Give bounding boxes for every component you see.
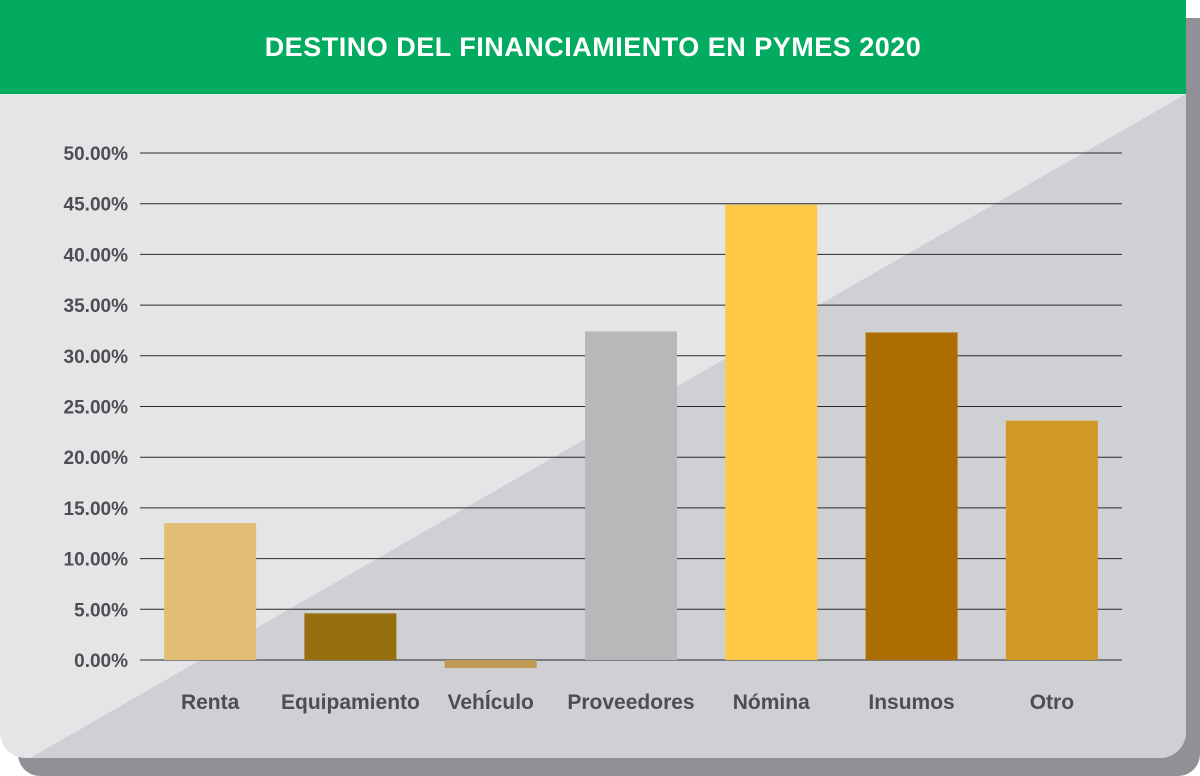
bars	[164, 204, 1098, 669]
y-tick-label: 50.00%	[64, 144, 129, 165]
bar-insumos	[865, 332, 958, 660]
category-label: VehÍculo	[448, 691, 534, 714]
bar-renta	[164, 523, 257, 660]
category-label: Proveedores	[567, 691, 694, 714]
x-axis-categories: Renta Equipamiento VehÍculo Proveedores Nómi…	[181, 691, 1074, 714]
bar-otro	[1005, 420, 1098, 660]
y-tick-label: 15.00%	[64, 499, 129, 520]
category-label: Otro	[1030, 691, 1074, 714]
category-label: Equipamiento	[281, 691, 420, 714]
y-tick-label: 30.00%	[64, 347, 129, 368]
y-tick-label: 0.00%	[74, 651, 128, 672]
y-tick-label: 35.00%	[64, 296, 129, 317]
y-tick-label: 45.00%	[64, 195, 129, 216]
bar-proveedores	[585, 331, 677, 660]
y-tick-label: 20.00%	[64, 448, 129, 469]
category-label: Renta	[181, 691, 240, 714]
y-tick-label: 5.00%	[74, 600, 128, 621]
chart-header: DESTINO DEL FINANCIAMIENTO EN PYMES 2020	[0, 0, 1186, 94]
y-tick-label: 40.00%	[64, 245, 129, 266]
category-label: Nómina	[733, 691, 810, 714]
y-tick-label: 25.00%	[64, 398, 129, 419]
y-tick-label: 10.00%	[64, 550, 129, 571]
bar-vehículo	[444, 660, 537, 669]
y-axis-ticks: 0.00% 5.00% 10.00% 15.00% 20.00% 25.00% 30.00%…	[64, 144, 129, 672]
bar-nómina	[725, 204, 818, 661]
chart-title: DESTINO DEL FINANCIAMIENTO EN PYMES 2020	[264, 31, 922, 62]
category-label: Insumos	[868, 691, 954, 714]
bar-equipamiento	[304, 613, 397, 660]
